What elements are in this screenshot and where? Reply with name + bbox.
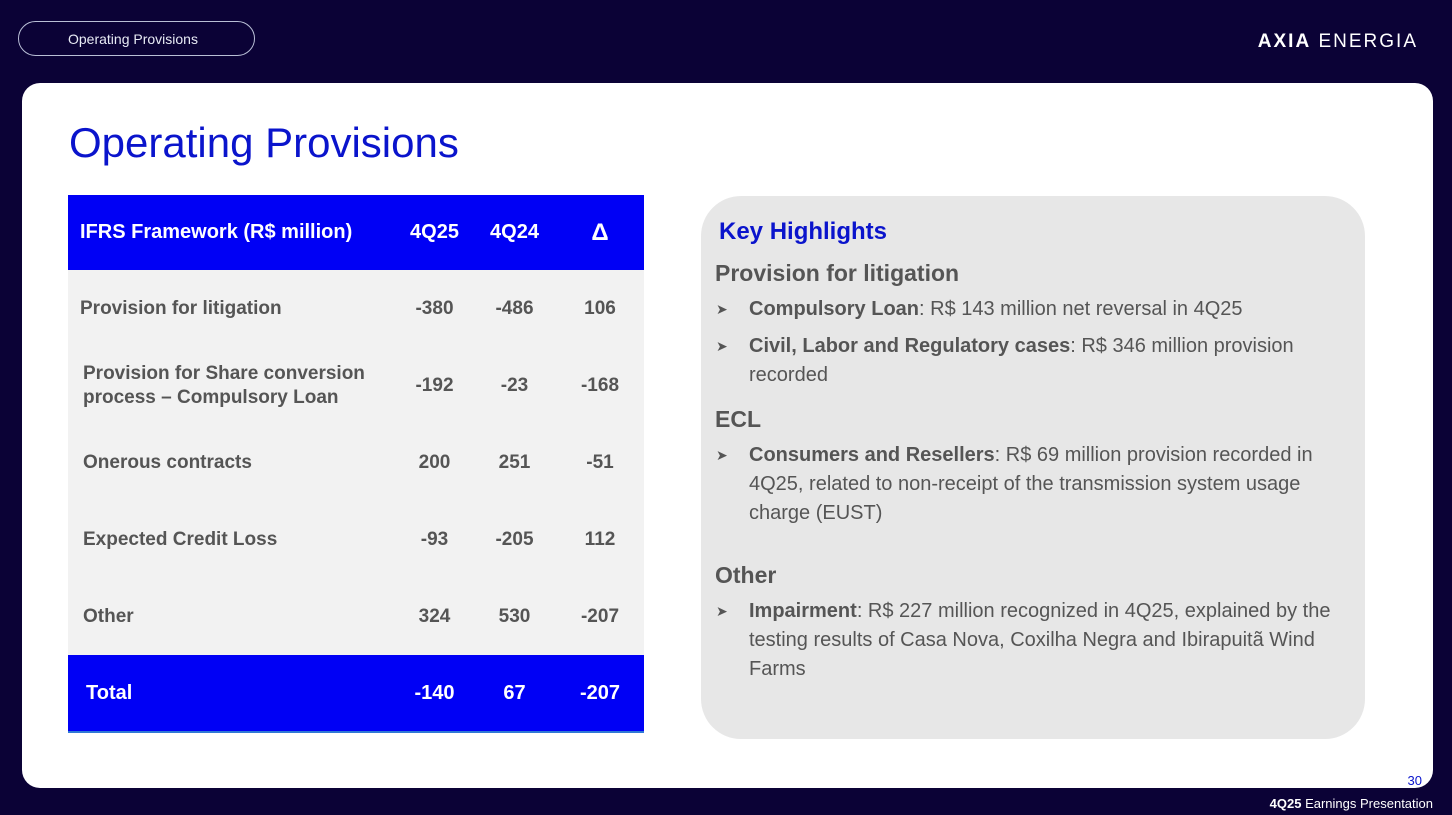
highlight-bullet: ➤ Civil, Labor and Regulatory cases: R$ …	[715, 332, 1345, 390]
footer-quarter: 4Q25	[1269, 796, 1302, 811]
cell-delta: -168	[580, 374, 620, 396]
highlight-section-heading: Provision for litigation	[715, 260, 960, 286]
highlight-bullet-bold: Consumers and Resellers	[749, 444, 995, 466]
highlight-section-heading: ECL	[715, 406, 761, 432]
row-label: Onerous contracts	[83, 451, 252, 473]
cell-4q24: -486	[495, 297, 534, 319]
page-title: Operating Provisions	[69, 119, 459, 166]
cell-delta: 106	[584, 297, 616, 319]
cell-4q24: -23	[500, 374, 529, 396]
arrow-bullet-icon: ➤	[716, 447, 728, 463]
highlight-bullet-bold: Civil, Labor and Regulatory cases	[749, 335, 1071, 357]
cell-4q24: 251	[498, 451, 531, 473]
page-number: 30	[1407, 773, 1422, 788]
highlight-bullet: ➤ Impairment: R$ 227 million recognized …	[715, 597, 1345, 684]
highlights-body: Provision for litigation ➤ Compulsory Lo…	[715, 260, 1345, 684]
cell-4q25: 324	[418, 605, 451, 627]
cell-4q25: 200	[418, 451, 451, 473]
column-header-4q24: 4Q24	[490, 221, 539, 243]
total-delta: -207	[556, 655, 644, 733]
highlight-bullet-text: Impairment: R$ 227 million recognized in…	[749, 597, 1345, 684]
highlight-bullet-text: Consumers and Resellers: R$ 69 million p…	[749, 441, 1345, 528]
cell-4q25: -380	[415, 297, 454, 319]
section-pill: Operating Provisions	[18, 21, 255, 56]
row-label: Expected Credit Loss	[83, 528, 278, 550]
slide-card: Operating Provisions IFRS Framework (R$ …	[22, 83, 1433, 788]
arrow-bullet-icon: ➤	[716, 603, 728, 619]
total-4q25: -140	[396, 655, 473, 733]
row-label: Provision for Share conversion process –…	[83, 362, 365, 408]
highlight-bullet-rest: : R$ 143 million net reversal in 4Q25	[919, 298, 1243, 320]
highlight-bullet: ➤ Compulsory Loan: R$ 143 million net re…	[715, 295, 1345, 324]
highlight-section-heading: Other	[715, 562, 777, 588]
cell-4q25: -192	[415, 374, 454, 396]
provisions-table-container: IFRS Framework (R$ million) 4Q25 4Q24 Δ …	[68, 195, 644, 733]
table-row: Onerous contracts 200 251 -51	[68, 424, 644, 501]
highlight-bullet-rest: : R$ 346 million provision recorded	[749, 335, 1294, 386]
table-row: Other 324 530 -207	[68, 578, 644, 655]
table-row: Provision for litigation -380 -486 106	[68, 270, 644, 347]
brand-logo-light: ENERGIA	[1318, 31, 1418, 52]
section-label: Operating Provisions	[68, 30, 198, 47]
arrow-bullet-icon: ➤	[716, 338, 728, 354]
highlight-bullet-text: Compulsory Loan: R$ 143 million net reve…	[749, 295, 1243, 324]
footer-text: Earnings Presentation	[1305, 796, 1433, 811]
footer-label: 4Q25 Earnings Presentation	[1270, 796, 1433, 811]
total-label: Total	[68, 655, 396, 733]
highlight-bullet-bold: Compulsory Loan	[749, 298, 920, 320]
table-total-row: Total -140 67 -207	[68, 655, 644, 733]
row-label: Provision for litigation	[80, 297, 282, 319]
table-row: Provision for Share conversion process –…	[68, 347, 644, 424]
arrow-bullet-icon: ➤	[716, 301, 728, 317]
brand-logo: AXIA ENERGIA	[1258, 31, 1418, 53]
brand-logo-bold: AXIA	[1257, 31, 1312, 52]
column-header-4q25: 4Q25	[410, 221, 459, 243]
cell-delta: -51	[586, 451, 614, 473]
highlight-bullet: ➤ Consumers and Resellers: R$ 69 million…	[715, 441, 1345, 528]
cell-delta: 112	[584, 528, 616, 550]
table-row: Expected Credit Loss -93 -205 112	[68, 501, 644, 578]
column-header-delta: Δ	[591, 218, 609, 246]
highlight-bullet-text: Civil, Labor and Regulatory cases: R$ 34…	[749, 332, 1345, 390]
cell-4q24: 530	[498, 605, 531, 627]
provisions-table: IFRS Framework (R$ million) 4Q25 4Q24 Δ …	[68, 195, 644, 733]
cell-delta: -207	[580, 605, 620, 627]
column-header-framework: IFRS Framework (R$ million)	[80, 221, 353, 243]
key-highlights-panel: Key Highlights Provision for litigation …	[701, 196, 1365, 739]
highlight-bullet-bold: Impairment	[749, 600, 857, 622]
row-label: Other	[83, 605, 134, 627]
highlight-bullet-rest: : R$ 227 million recognized in 4Q25, exp…	[749, 600, 1331, 680]
highlight-bullet-rest: : R$ 69 million provision recorded in 4Q…	[749, 444, 1313, 524]
total-4q24: 67	[473, 655, 556, 733]
cell-4q25: -93	[420, 528, 449, 550]
table-header-row: IFRS Framework (R$ million) 4Q25 4Q24 Δ	[68, 195, 644, 270]
highlights-title: Key Highlights	[719, 218, 888, 245]
cell-4q24: -205	[495, 528, 534, 550]
